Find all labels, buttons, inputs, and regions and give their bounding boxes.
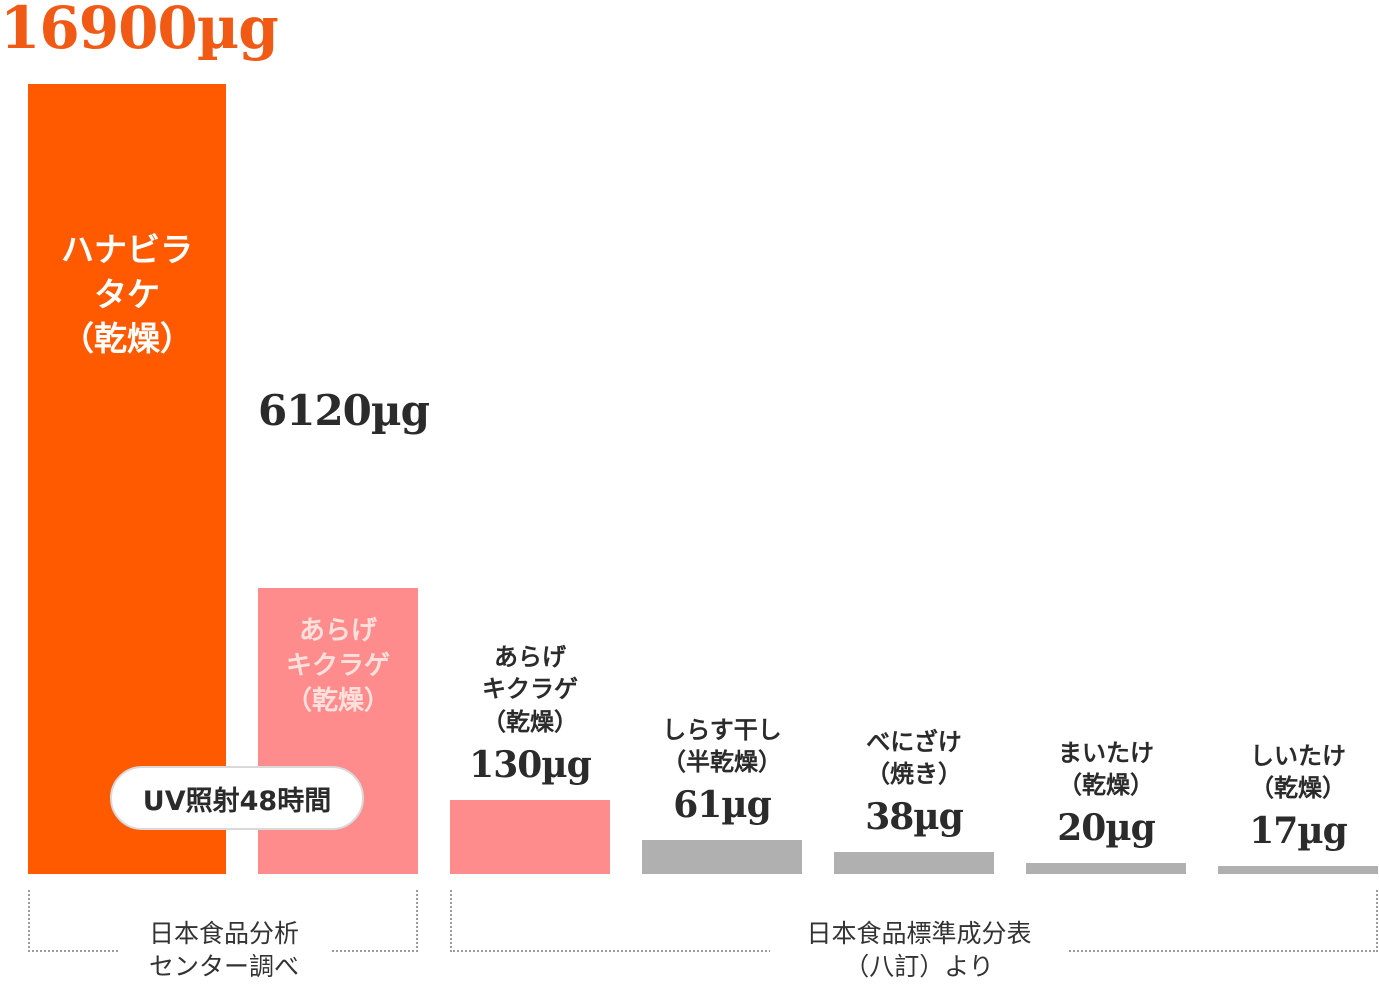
source-label-1: 日本食品標準成分表 （八訂）より <box>770 918 1068 983</box>
bar-6 <box>1218 866 1378 874</box>
bar-3 <box>642 840 802 874</box>
value-label-2: 130µg <box>469 744 592 786</box>
bar-4 <box>834 852 994 874</box>
uv-badge: UV照射48時間 <box>110 766 364 830</box>
bar-2 <box>450 800 610 874</box>
value-label-5: 20µg <box>1057 807 1156 849</box>
value-label-1: 6120µg <box>258 386 430 435</box>
value-label-3: 61µg <box>673 784 772 826</box>
category-label-2: あらげ キクラゲ （乾燥） <box>482 643 578 736</box>
value-label-4: 38µg <box>865 796 964 838</box>
value-label-6: 17µg <box>1249 810 1348 852</box>
category-label-4: べにざけ （焼き） <box>866 728 962 789</box>
category-label-5: まいたけ （乾燥） <box>1058 739 1154 800</box>
source-label-0: 日本食品分析 センター調べ <box>118 918 330 983</box>
category-label-0: ハナビラ タケ （乾燥） <box>61 230 193 359</box>
value-label-0: 16900µg <box>0 0 279 62</box>
bar-5 <box>1026 863 1186 874</box>
category-label-6: しいたけ （乾燥） <box>1250 742 1346 803</box>
category-label-3: しらす干し （半乾燥） <box>662 716 782 777</box>
category-label-1: あらげ キクラゲ （乾燥） <box>285 616 390 717</box>
bar-0 <box>28 84 226 874</box>
